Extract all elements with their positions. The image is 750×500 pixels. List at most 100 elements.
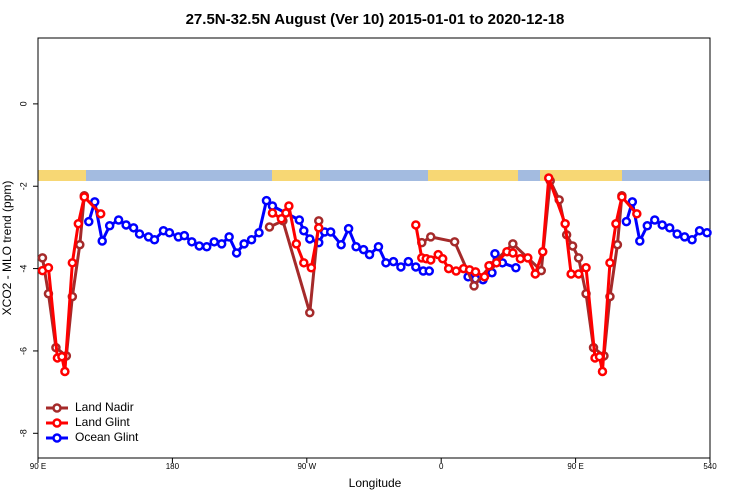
data-point xyxy=(508,248,518,258)
data-point xyxy=(672,229,682,239)
land-strip xyxy=(38,170,86,181)
data-point xyxy=(425,232,436,242)
data-point xyxy=(60,366,70,377)
data-point xyxy=(381,258,391,268)
data-point xyxy=(627,197,638,207)
x-tick-label: 90 E xyxy=(567,462,583,471)
data-point xyxy=(388,256,399,267)
data-point xyxy=(530,269,541,279)
data-point xyxy=(612,239,623,250)
data-point xyxy=(187,237,197,247)
data-point xyxy=(396,262,406,272)
data-point xyxy=(75,239,85,250)
land-strip xyxy=(272,170,320,181)
data-point xyxy=(164,228,175,238)
data-point xyxy=(543,173,554,183)
data-point xyxy=(224,232,234,242)
data-point xyxy=(611,218,621,229)
data-point xyxy=(121,220,131,230)
data-point xyxy=(128,223,139,233)
data-point xyxy=(336,239,346,250)
data-point xyxy=(702,228,712,238)
data-point xyxy=(313,223,324,233)
data-point xyxy=(299,258,309,268)
x-tick-label: 90 W xyxy=(297,462,316,471)
data-point xyxy=(373,242,384,252)
data-point xyxy=(567,241,578,251)
data-point xyxy=(617,192,627,202)
ocean-strip xyxy=(38,170,710,181)
data-point xyxy=(261,195,272,206)
data-point xyxy=(364,249,375,260)
data-point xyxy=(491,258,502,268)
data-point xyxy=(104,221,115,231)
y-axis-label: XCO2 - MLO trend (ppm) xyxy=(0,181,14,316)
data-point xyxy=(134,229,145,239)
data-point xyxy=(560,218,570,229)
data-point xyxy=(343,223,354,234)
plot-frame xyxy=(37,37,711,459)
data-point xyxy=(511,263,521,273)
x-axis-label: Longitude xyxy=(349,476,402,490)
data-point xyxy=(687,235,697,245)
data-point xyxy=(37,253,48,263)
data-point xyxy=(657,220,667,230)
x-tick-label: 540 xyxy=(703,462,717,471)
data-point xyxy=(284,201,294,211)
data-point xyxy=(403,256,414,267)
data-point xyxy=(73,218,84,229)
data-point xyxy=(490,249,500,259)
data-point xyxy=(597,366,608,377)
legend-label: Ocean Glint xyxy=(75,430,139,444)
data-point xyxy=(469,281,479,291)
data-point xyxy=(605,258,615,268)
data-point xyxy=(216,239,227,249)
data-point xyxy=(508,239,518,249)
data-point xyxy=(642,221,653,231)
data-point xyxy=(664,223,675,233)
data-point xyxy=(566,269,576,279)
data-point xyxy=(679,232,690,242)
data-point xyxy=(254,228,264,238)
data-point xyxy=(479,272,490,282)
land-strip xyxy=(540,170,622,181)
data-point xyxy=(264,222,275,232)
data-point xyxy=(425,255,436,265)
data-point xyxy=(470,267,481,277)
y-tick-label: 0 xyxy=(18,101,28,106)
x-tick-label: 180 xyxy=(166,462,180,471)
legend-label: Land Nadir xyxy=(75,400,134,414)
surface-strip xyxy=(38,170,710,181)
data-point xyxy=(67,258,78,268)
data-point xyxy=(84,216,94,227)
legend-marker xyxy=(52,403,62,413)
data-point xyxy=(411,262,421,272)
data-point xyxy=(449,237,460,247)
data-point xyxy=(89,197,100,207)
y-tick-label: -4 xyxy=(18,265,28,273)
legend-marker xyxy=(52,418,62,428)
data-point xyxy=(573,253,584,263)
data-point xyxy=(149,235,160,245)
data-point xyxy=(194,241,205,251)
data-point xyxy=(267,208,278,218)
data-point xyxy=(305,307,315,318)
data-point xyxy=(294,215,305,225)
data-point xyxy=(411,220,421,230)
data-point xyxy=(635,236,645,246)
data-point xyxy=(305,234,315,244)
data-point xyxy=(239,239,249,249)
x-tick-label: 0 xyxy=(439,462,444,471)
data-point xyxy=(113,215,124,225)
x-tick-label: 90 E xyxy=(30,462,46,471)
data-point xyxy=(299,225,309,236)
data-point xyxy=(79,192,90,202)
data-point xyxy=(276,214,287,224)
data-point xyxy=(424,266,435,276)
data-point xyxy=(573,269,584,279)
data-point xyxy=(325,227,336,237)
data-point xyxy=(351,242,361,252)
land-strip xyxy=(428,170,518,181)
data-point xyxy=(694,225,705,236)
